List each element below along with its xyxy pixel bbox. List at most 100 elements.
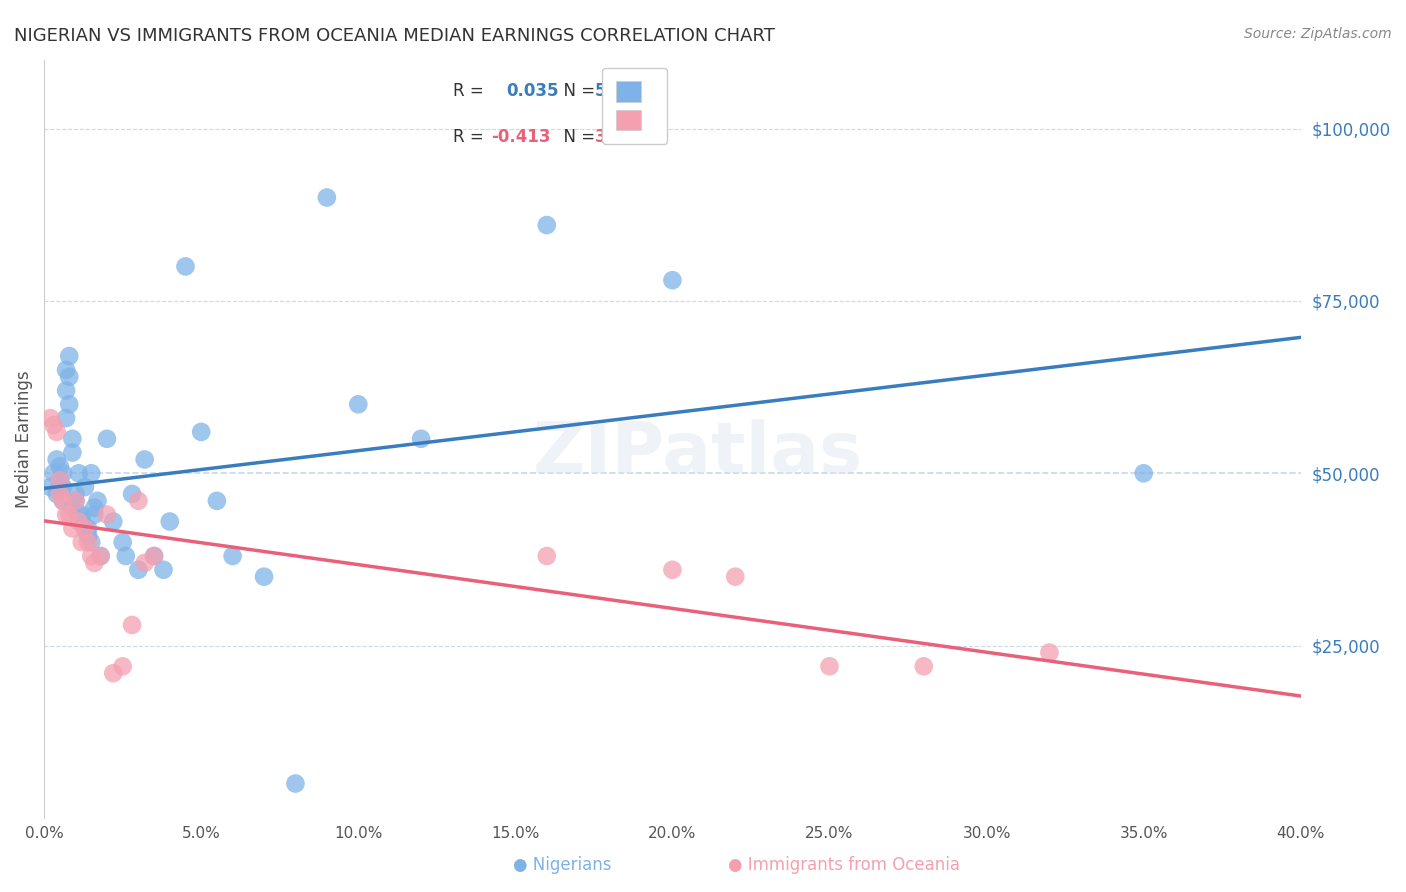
- Point: [83, 500, 105, 515]
- Point: [121, 487, 143, 501]
- Point: [912, 659, 935, 673]
- Text: N =: N =: [553, 128, 600, 146]
- Point: [121, 618, 143, 632]
- Point: [70, 515, 93, 529]
- Point: [284, 776, 307, 790]
- Point: [67, 515, 90, 529]
- Point: [49, 487, 72, 501]
- Point: [661, 563, 683, 577]
- Point: [45, 425, 67, 439]
- Point: [143, 549, 166, 563]
- Point: [55, 411, 77, 425]
- Point: [1132, 467, 1154, 481]
- Point: [45, 487, 67, 501]
- Point: [347, 397, 370, 411]
- Point: [52, 467, 75, 481]
- Point: [253, 570, 276, 584]
- Point: [111, 659, 134, 673]
- Point: [536, 218, 558, 232]
- Point: [52, 493, 75, 508]
- Point: [39, 411, 62, 425]
- Point: [96, 432, 118, 446]
- Point: [49, 480, 72, 494]
- Point: [60, 432, 83, 446]
- Point: [221, 549, 243, 563]
- Point: [127, 563, 149, 577]
- Legend: , : ,: [602, 68, 668, 144]
- Point: [83, 556, 105, 570]
- Point: [86, 493, 108, 508]
- Point: [134, 452, 156, 467]
- Text: R =: R =: [453, 82, 494, 101]
- Point: [65, 493, 87, 508]
- Text: NIGERIAN VS IMMIGRANTS FROM OCEANIA MEDIAN EARNINGS CORRELATION CHART: NIGERIAN VS IMMIGRANTS FROM OCEANIA MEDI…: [14, 27, 775, 45]
- Point: [96, 508, 118, 522]
- Point: [49, 459, 72, 474]
- Point: [83, 508, 105, 522]
- Point: [90, 549, 112, 563]
- Point: [55, 508, 77, 522]
- Point: [818, 659, 841, 673]
- Point: [58, 397, 80, 411]
- Point: [111, 535, 134, 549]
- Point: [65, 487, 87, 501]
- Point: [67, 467, 90, 481]
- Point: [55, 384, 77, 398]
- Point: [55, 363, 77, 377]
- Point: [80, 535, 103, 549]
- Point: [60, 500, 83, 515]
- Point: [70, 508, 93, 522]
- Y-axis label: Median Earnings: Median Earnings: [15, 370, 32, 508]
- Point: [52, 480, 75, 494]
- Point: [80, 467, 103, 481]
- Text: R =: R =: [453, 128, 488, 146]
- Text: ZIPatlas: ZIPatlas: [533, 419, 863, 489]
- Text: Source: ZipAtlas.com: Source: ZipAtlas.com: [1244, 27, 1392, 41]
- Point: [536, 549, 558, 563]
- Point: [49, 473, 72, 487]
- Point: [45, 452, 67, 467]
- Point: [143, 549, 166, 563]
- Point: [73, 480, 96, 494]
- Point: [80, 549, 103, 563]
- Point: [60, 521, 83, 535]
- Point: [174, 260, 197, 274]
- Point: [67, 508, 90, 522]
- Point: [58, 349, 80, 363]
- Text: N =: N =: [553, 82, 600, 101]
- Point: [49, 473, 72, 487]
- Point: [159, 515, 181, 529]
- Text: 57: 57: [595, 82, 617, 101]
- Point: [90, 549, 112, 563]
- Point: [39, 480, 62, 494]
- Point: [190, 425, 212, 439]
- Point: [58, 369, 80, 384]
- Point: [73, 521, 96, 535]
- Point: [152, 563, 174, 577]
- Point: [42, 467, 65, 481]
- Text: 0.035: 0.035: [506, 82, 560, 101]
- Point: [52, 493, 75, 508]
- Point: [724, 570, 747, 584]
- Point: [205, 493, 228, 508]
- Point: [65, 493, 87, 508]
- Point: [411, 432, 433, 446]
- Point: [134, 556, 156, 570]
- Point: [60, 445, 83, 459]
- Text: ● Nigerians: ● Nigerians: [513, 856, 612, 874]
- Point: [77, 521, 100, 535]
- Text: ● Immigrants from Oceania: ● Immigrants from Oceania: [727, 856, 960, 874]
- Point: [315, 190, 337, 204]
- Point: [1038, 646, 1060, 660]
- Point: [661, 273, 683, 287]
- Point: [42, 417, 65, 432]
- Point: [127, 493, 149, 508]
- Point: [103, 515, 125, 529]
- Text: 30: 30: [595, 128, 617, 146]
- Point: [70, 535, 93, 549]
- Point: [73, 521, 96, 535]
- Text: -0.413: -0.413: [492, 128, 551, 146]
- Point: [77, 528, 100, 542]
- Point: [103, 666, 125, 681]
- Point: [58, 508, 80, 522]
